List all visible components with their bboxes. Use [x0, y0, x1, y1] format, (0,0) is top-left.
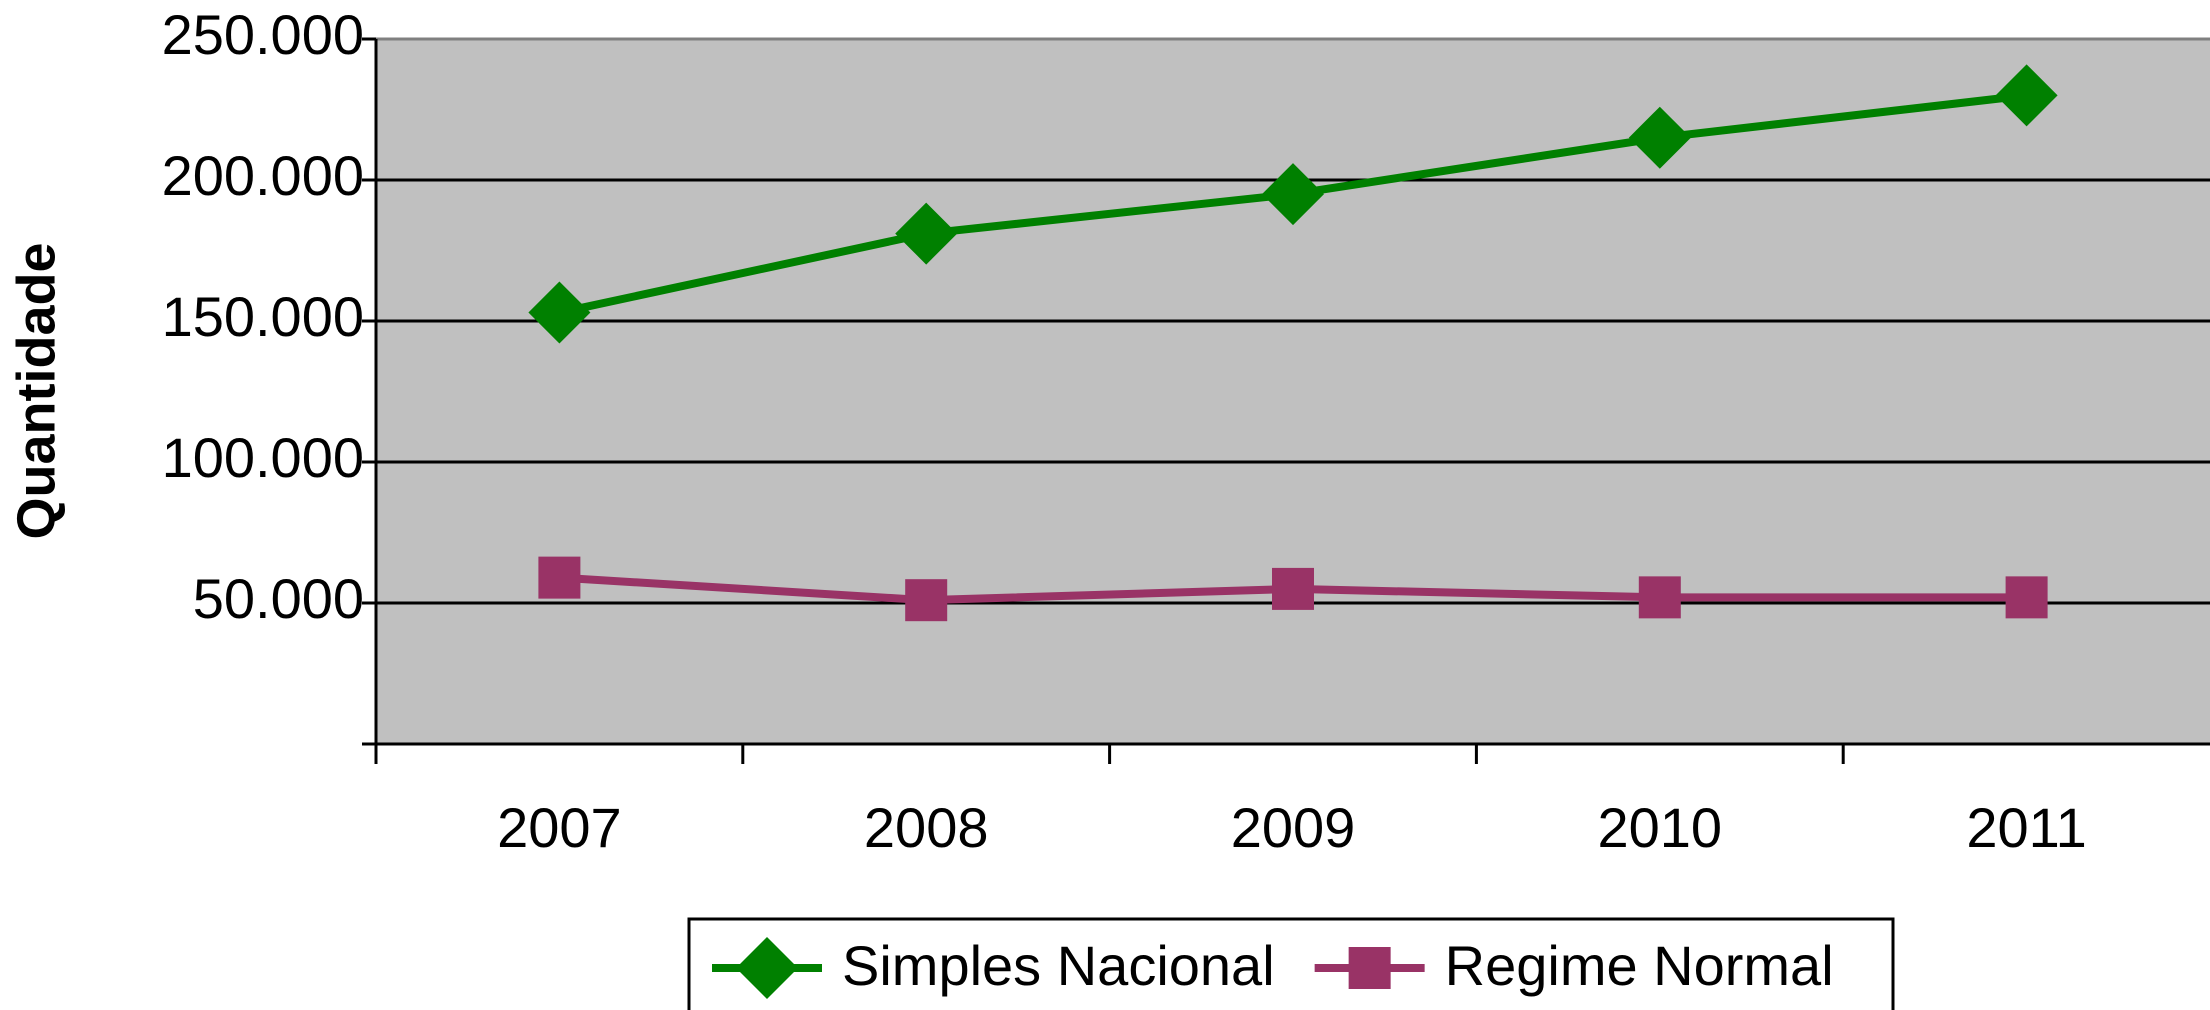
legend-marker	[1348, 947, 1391, 989]
x-tick-label: 2009	[1231, 796, 1356, 859]
data-point	[528, 281, 591, 344]
legend-box	[687, 917, 1895, 1010]
plot-area	[376, 39, 2210, 744]
y-tick-label: 50.000	[193, 567, 364, 630]
legend-label: Simples Nacional	[842, 934, 1275, 997]
data-point	[538, 556, 581, 599]
x-tick-label: 2011	[1966, 796, 2086, 859]
data-point	[1272, 567, 1314, 610]
x-tick-label: 2008	[864, 796, 989, 859]
x-tick-label: 2007	[497, 796, 622, 859]
data-point	[1638, 576, 1681, 619]
data-point	[1995, 64, 2058, 127]
data-point	[905, 579, 948, 622]
legend-marker	[736, 937, 798, 999]
data-point	[1628, 106, 1691, 169]
y-tick-label: 150.000	[162, 285, 364, 348]
x-tick-label: 2010	[1598, 796, 1723, 859]
data-point	[1262, 163, 1324, 226]
y-tick-label: 250.000	[162, 3, 364, 66]
data-point	[895, 202, 958, 265]
y-tick-label: 100.000	[162, 426, 364, 489]
legend-label: Regime Normal	[1445, 934, 1834, 997]
y-tick-label: 200.000	[162, 144, 364, 207]
data-point	[2005, 576, 2048, 619]
y-axis-title: Quantidade	[6, 242, 66, 539]
